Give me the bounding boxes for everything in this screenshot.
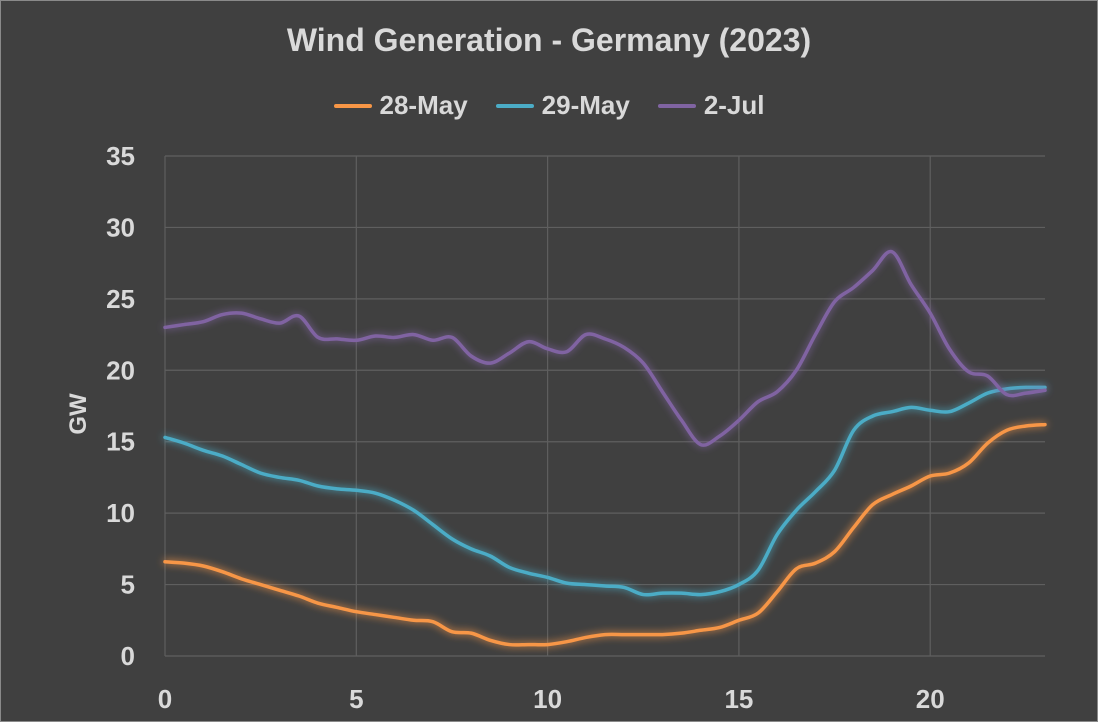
grid-lines — [164, 155, 1045, 657]
x-tick-label: 10 — [533, 684, 562, 714]
legend-item-29-may: 29-May — [495, 90, 630, 121]
x-tick-label: 0 — [158, 684, 172, 714]
series-line-28-may — [163, 422, 1047, 647]
y-tick-label: 10 — [106, 498, 135, 528]
x-tick-label: 20 — [916, 684, 945, 714]
y-tick-label: 35 — [106, 141, 135, 171]
y-axis-title: GW — [65, 393, 92, 435]
legend-label-28-may: 28-May — [379, 90, 468, 120]
x-tick-label: 15 — [724, 684, 753, 714]
y-tick-label: 0 — [121, 641, 135, 671]
series-lines — [163, 249, 1047, 647]
y-tick-label: 30 — [106, 212, 135, 242]
tick-labels: 0 5 10 15 20 25 30 35 0 5 10 15 20 — [106, 141, 945, 714]
legend-swatch-29-may — [495, 103, 534, 108]
y-tick-label: 25 — [106, 284, 135, 314]
legend-label-2-jul: 2-Jul — [703, 90, 765, 120]
chart-title: Wind Generation - Germany (2023) — [286, 22, 812, 58]
legend-item-2-jul: 2-Jul — [657, 90, 765, 121]
y-tick-label: 15 — [106, 427, 135, 457]
legend-item-28-may: 28-May — [333, 90, 468, 121]
y-tick-label: 5 — [121, 570, 135, 600]
y-tick-label: 20 — [106, 355, 135, 385]
legend-swatch-2-jul — [657, 103, 696, 108]
x-tick-label: 5 — [349, 684, 363, 714]
legend-swatch-28-may — [333, 103, 372, 108]
series-line-29-may — [163, 385, 1047, 597]
legend: 28-May 29-May 2-Jul — [0, 90, 1098, 121]
legend-label-29-may: 29-May — [541, 90, 630, 120]
series-line-2-jul — [163, 249, 1047, 447]
